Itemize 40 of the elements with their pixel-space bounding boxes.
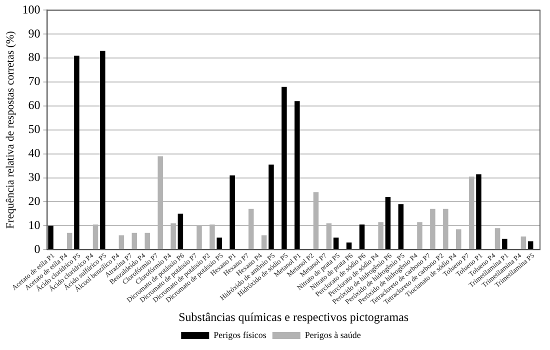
y-tick-label: 100: [22, 2, 40, 16]
bar: [398, 204, 404, 250]
y-tick-label: 90: [28, 26, 40, 40]
bar: [261, 235, 267, 250]
bar: [144, 232, 150, 250]
y-tick-label: 40: [28, 146, 40, 160]
bar: [456, 229, 462, 250]
bar: [48, 226, 54, 250]
y-tick-label: 70: [28, 74, 40, 88]
legend-label: Perigos físicos: [214, 330, 267, 340]
x-axis-title: Substâncias químicas e respectivos pictogramas: [178, 310, 409, 324]
y-tick-label: 20: [28, 194, 40, 208]
bar: [494, 228, 500, 250]
bar: [476, 174, 482, 250]
bar: [385, 196, 391, 250]
bar: [333, 238, 339, 250]
y-tick-label: 10: [28, 218, 40, 232]
y-tick-label: 0: [34, 242, 40, 256]
bar: [132, 232, 138, 250]
bar: [282, 86, 287, 250]
bar: [66, 232, 72, 250]
y-tick-label: 60: [28, 98, 40, 112]
bar: [346, 242, 352, 250]
bar: [118, 235, 124, 250]
bar: [520, 236, 526, 250]
y-axis-title: Frequência relativa de respostas corretas (%): [4, 30, 16, 229]
bar: [74, 56, 80, 250]
bar: [294, 101, 300, 250]
bar: [230, 175, 235, 250]
bar: [359, 224, 365, 250]
y-tick-label: 30: [28, 170, 40, 184]
y-tick-label: 50: [28, 122, 40, 136]
bar: [178, 214, 184, 250]
y-tick-label: 80: [28, 50, 40, 64]
legend-label: Perigos à saúde: [304, 330, 361, 340]
bar: [502, 238, 508, 250]
bar: [100, 50, 106, 250]
bar: [528, 241, 534, 250]
bar: [268, 164, 274, 250]
bar: [216, 238, 222, 250]
